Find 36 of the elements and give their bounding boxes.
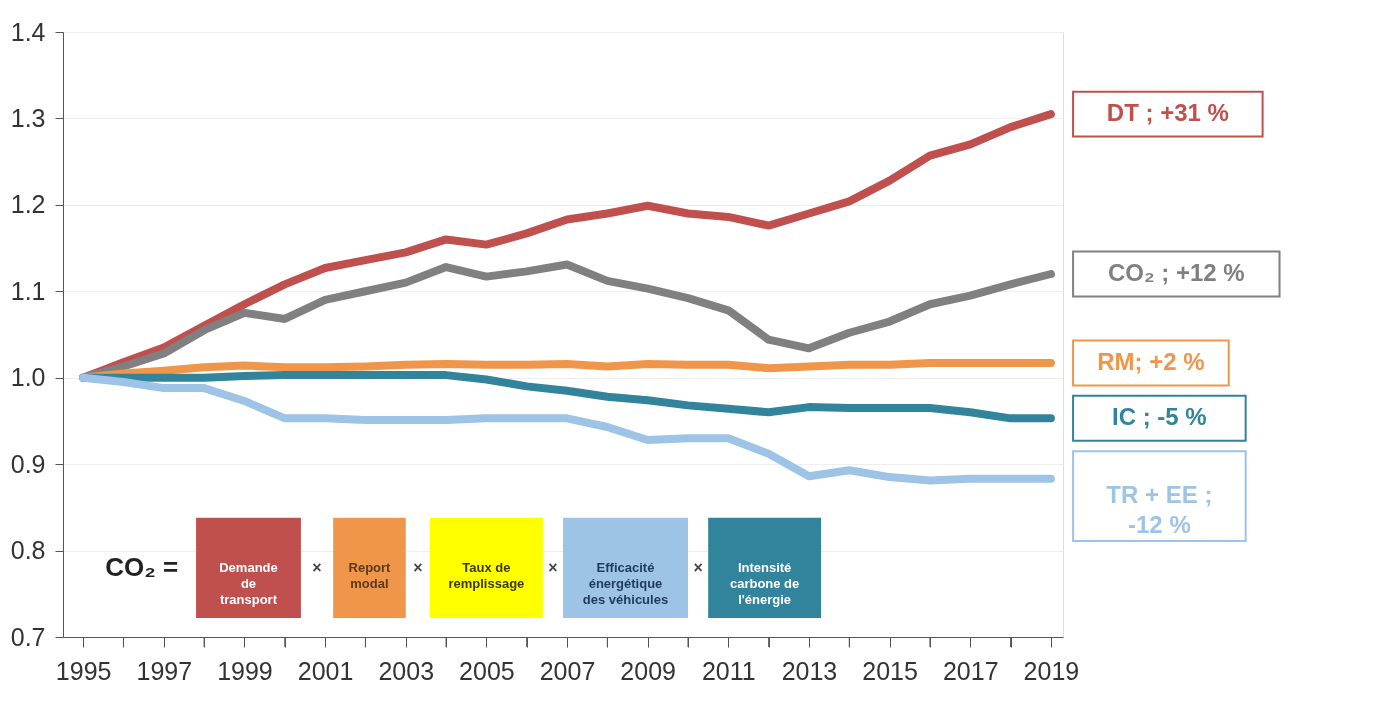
x-tick-label: 2015: [862, 656, 918, 685]
y-tick-label: 0.9: [10, 449, 46, 478]
x-tick-label: 2009: [620, 656, 676, 685]
y-tick-label: 1.2: [10, 190, 46, 219]
annotation: Intensité carbone de l'énergie: [729, 559, 800, 607]
x-tick-label: 2013: [781, 656, 838, 685]
series-label: RM; +2 %: [1097, 348, 1205, 376]
y-tick-label: 1.1: [10, 276, 46, 305]
annotation: Report modal: [348, 559, 392, 591]
x-tick-label: 1999: [217, 656, 273, 685]
x-tick-label: 2017: [942, 656, 999, 685]
y-tick-label: 1.4: [10, 17, 46, 46]
annotation: ×: [548, 558, 558, 576]
annotation: Efficacité énergétique des véhicules: [582, 559, 669, 607]
y-tick-label: 0.7: [10, 622, 46, 651]
text: TR + EE ; -12 %: [1106, 481, 1213, 539]
y-tick-label: 1.3: [10, 103, 46, 132]
y-tick-label: 0.8: [10, 536, 46, 565]
x-tick-label: 2003: [378, 656, 435, 685]
text: CO₂ ; +12 %: [1107, 259, 1245, 286]
annotation: Demande de transport: [219, 559, 278, 607]
y-tick-label: 1.0: [10, 363, 46, 392]
annotation: Taux de remplissage: [448, 559, 525, 591]
x-tick-label: 2001: [297, 656, 354, 685]
annotation: CO₂ =: [105, 551, 179, 582]
x-tick-label: 1997: [136, 656, 193, 685]
x-tick-label: 2011: [701, 656, 756, 685]
x-tick-label: 2007: [539, 656, 596, 685]
text: IC ; -5 %: [1112, 403, 1207, 431]
annotation: ×: [693, 558, 703, 576]
x-tick-label: 2005: [459, 656, 515, 685]
text: DT ; +31 %: [1106, 99, 1229, 127]
annotation: ×: [413, 558, 423, 576]
x-tick-label: 1995: [55, 656, 112, 685]
x-tick-label: 2019: [1023, 656, 1080, 685]
annotation: ×: [312, 558, 322, 576]
